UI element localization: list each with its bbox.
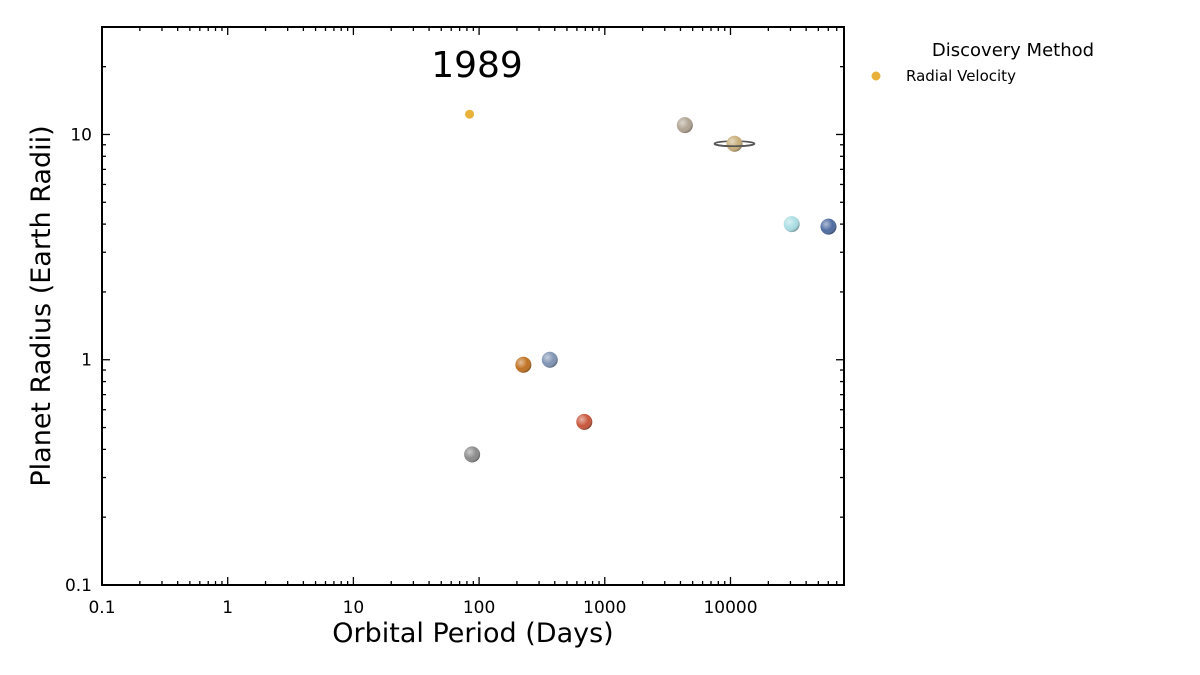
data-point [465, 109, 475, 119]
y-axis-label: Planet Radius (Earth Radii) [26, 125, 57, 486]
legend: Discovery Method Radial Velocity [871, 40, 1094, 85]
mars-icon [576, 413, 593, 430]
year-annotation: 1989 [431, 45, 523, 86]
y-tick-label: 10 [70, 125, 92, 145]
x-axis-label: Orbital Period (Days) [332, 618, 613, 649]
uranus-icon [783, 216, 800, 233]
y-tick-label: 0.1 [65, 576, 92, 596]
jupiter-icon [676, 117, 693, 134]
y-tick-label: 1 [81, 351, 92, 371]
neptune-icon [820, 218, 837, 235]
legend-title: Discovery Method [932, 40, 1094, 61]
x-tick-label: 1 [222, 598, 233, 618]
x-tick-label: 100 [463, 598, 495, 618]
x-tick-label: 0.1 [88, 598, 115, 618]
legend-marker-radial-velocity [871, 71, 881, 81]
earth-icon [541, 351, 558, 368]
x-tick-label: 1000 [583, 598, 626, 618]
solar-system-planets [464, 117, 837, 463]
x-tick-label: 10 [343, 598, 365, 618]
mercury-icon [464, 446, 481, 463]
plot-frame [101, 26, 845, 586]
x-tick-label: 10000 [703, 598, 757, 618]
saturn-icon [713, 135, 756, 152]
axis-ticks [101, 26, 845, 586]
venus-icon [515, 356, 532, 373]
x-tick-labels: 0.1 1 10 100 1000 10000 [88, 598, 757, 618]
data-points [465, 109, 475, 119]
legend-label-radial-velocity: Radial Velocity [906, 67, 1016, 85]
y-tick-labels: 0.1 1 10 [65, 125, 92, 596]
